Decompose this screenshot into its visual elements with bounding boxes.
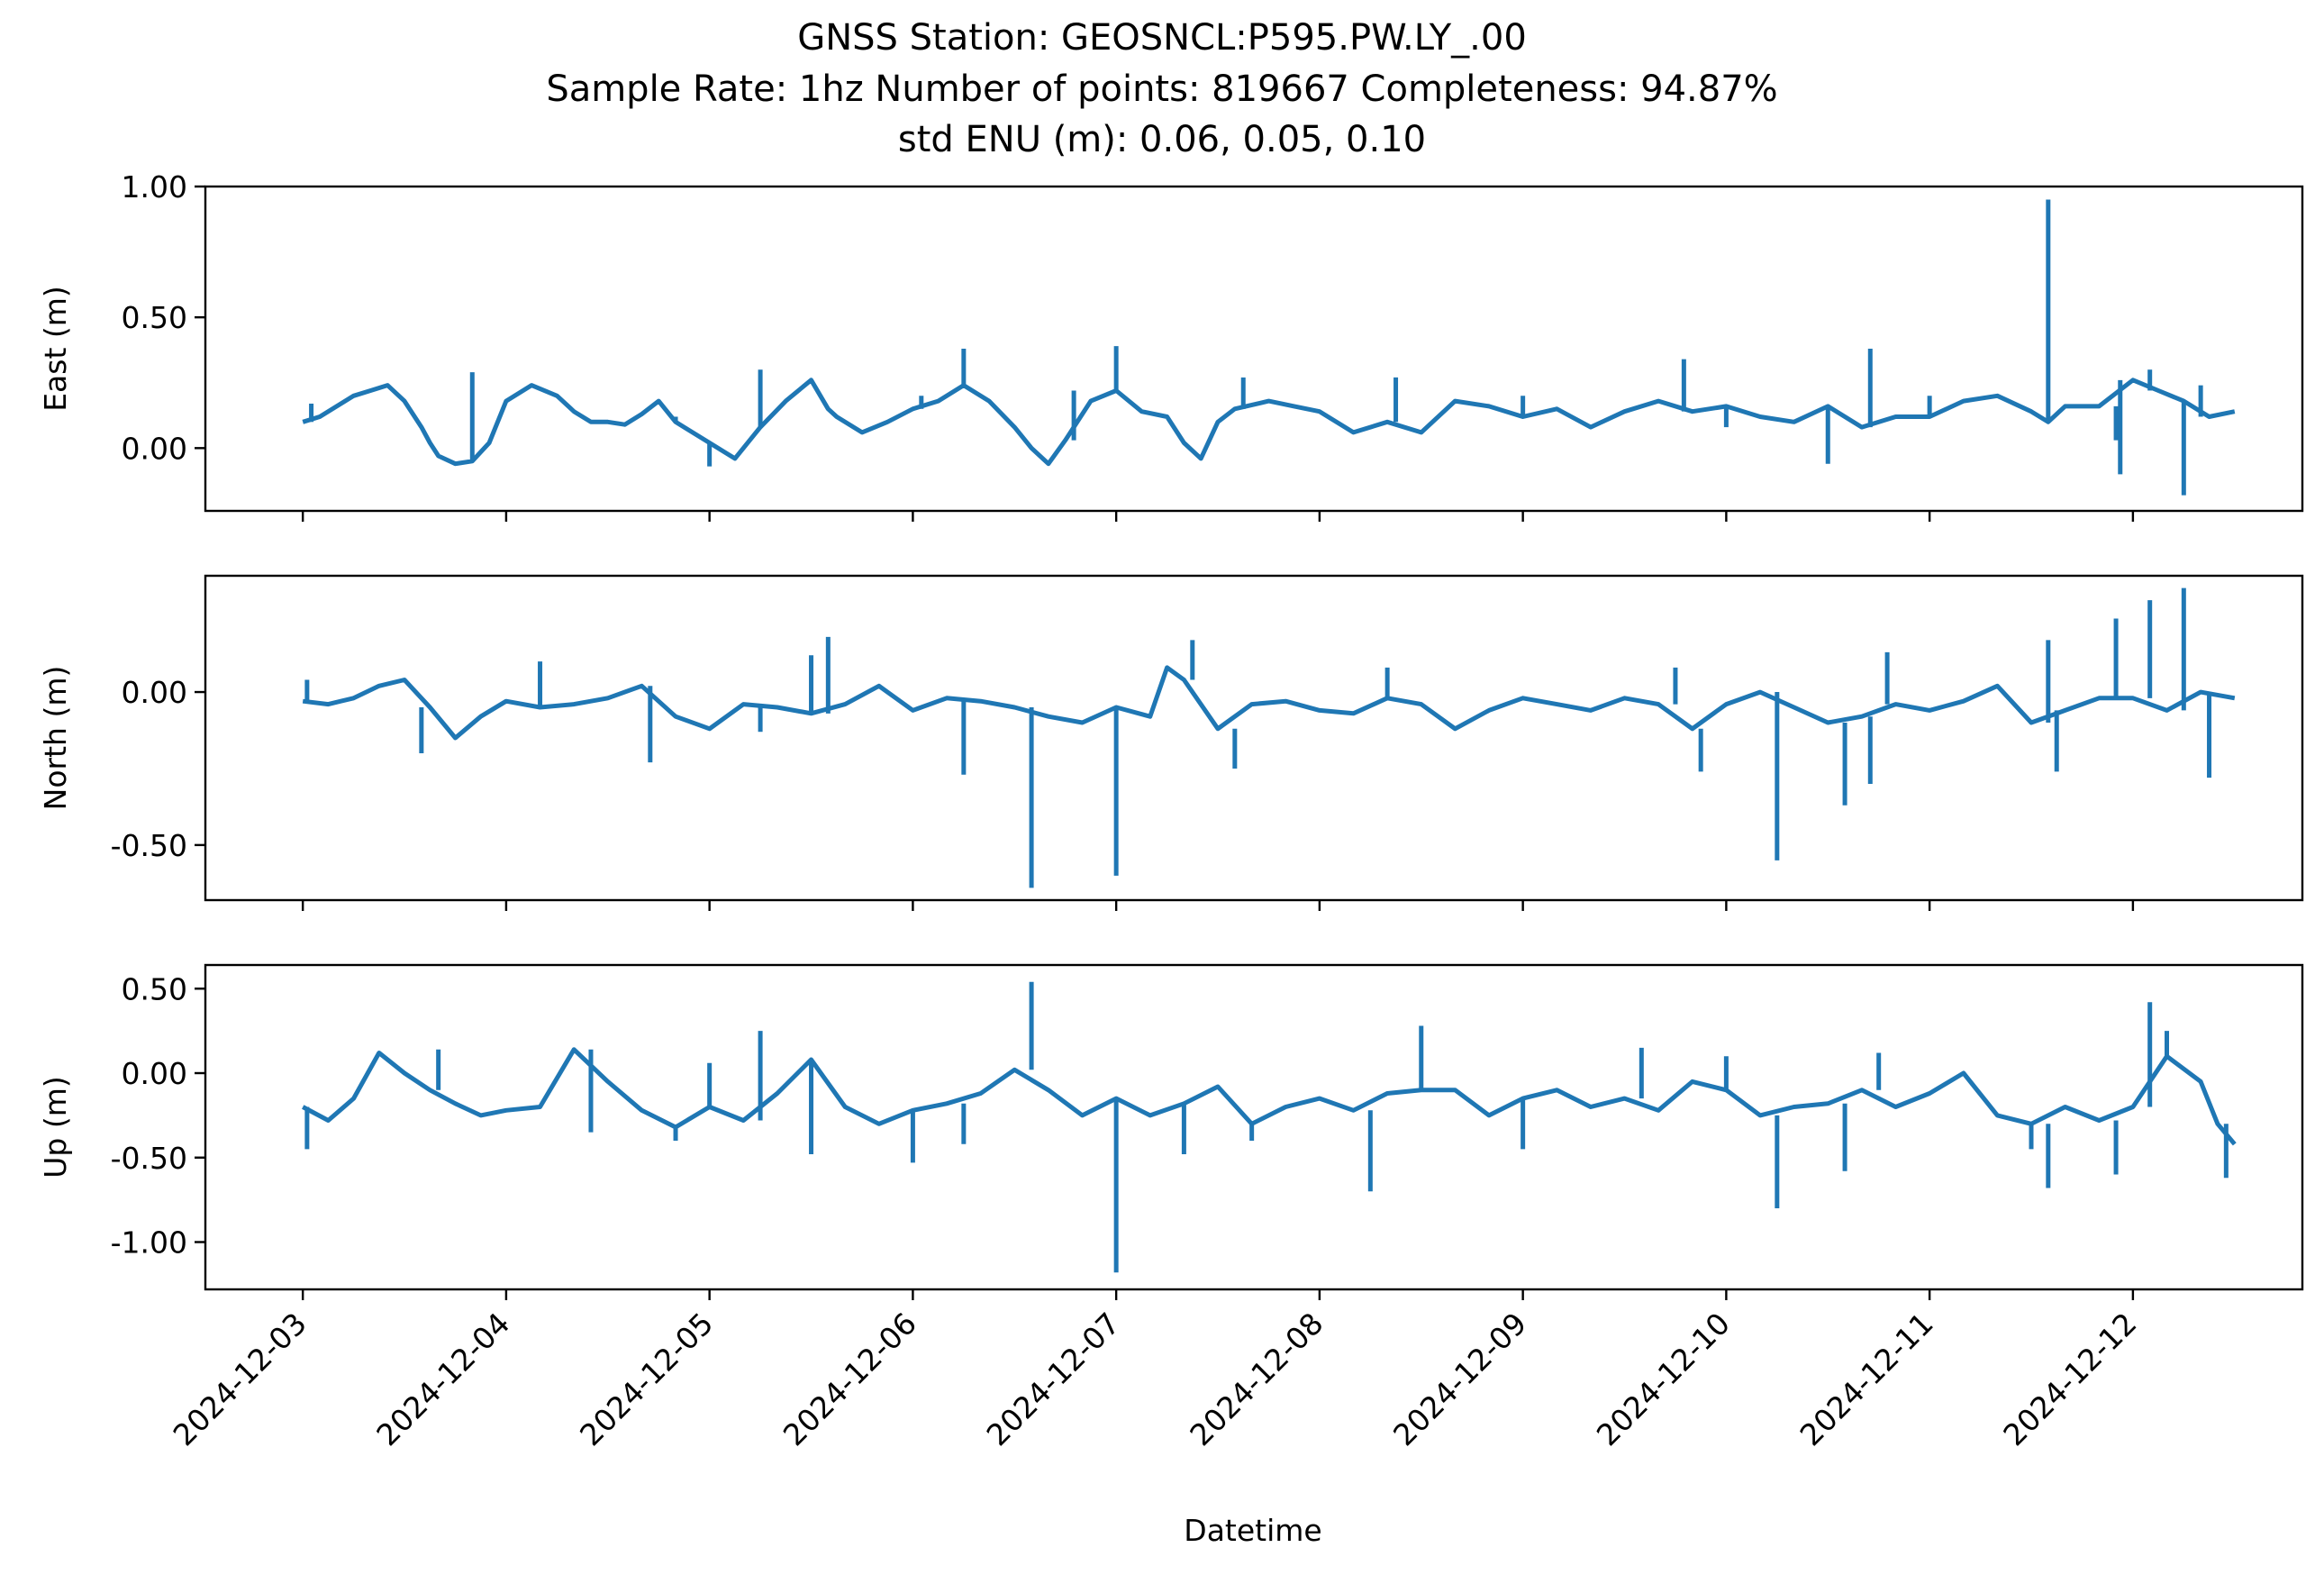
y-axis-label: Up (m) [38, 1076, 73, 1179]
y-tick-label: 0.00 [122, 1056, 187, 1091]
y-tick-label: 0.00 [122, 431, 187, 466]
axes-frame [204, 185, 2304, 513]
y-tick-label: 0.50 [122, 971, 187, 1006]
y-tick-label: 0.00 [122, 675, 187, 710]
y-tick-label: 0.50 [122, 300, 187, 335]
chart-title: GNSS Station: GEOSNCL:P595.PW.LY_.00 Sam… [546, 17, 1777, 160]
title-line-1: GNSS Station: GEOSNCL:P595.PW.LY_.00 [797, 17, 1527, 59]
subplot-2: 0.00 -0.50 North (m) [38, 574, 2304, 911]
y-tick-label: -0.50 [111, 828, 187, 863]
subplot-1: 1.00 0.50 0.00 East (m) [38, 169, 2304, 522]
series-line [302, 378, 2236, 467]
y-tick-label: -1.00 [111, 1225, 187, 1261]
title-line-2: Sample Rate: 1hz Number of points: 81966… [546, 68, 1777, 110]
x-axis-label: Datetime [1184, 1513, 1321, 1548]
series-line [302, 665, 2236, 741]
y-axis-label: East (m) [38, 286, 73, 412]
axes-frame [204, 574, 2304, 902]
y-tick-label: -0.50 [111, 1141, 187, 1176]
y-tick-label: 1.00 [122, 169, 187, 205]
axes-frame [204, 963, 2304, 1291]
title-line-3: std ENU (m): 0.06, 0.05, 0.10 [898, 119, 1426, 160]
subplot-3: 0.50 0.00 -0.50 -1.00 Up (m) [38, 963, 2304, 1300]
y-axis-label: North (m) [38, 666, 73, 811]
